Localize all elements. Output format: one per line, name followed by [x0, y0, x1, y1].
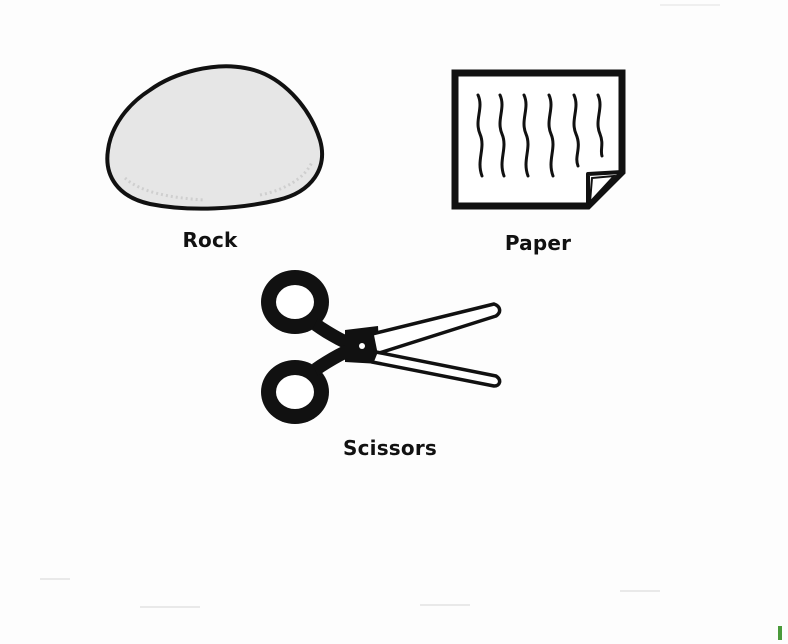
- paper-label: Paper: [504, 231, 572, 255]
- scan-speck: [40, 578, 70, 580]
- edge-mark: [778, 626, 782, 640]
- scan-speck: [620, 590, 660, 592]
- rock-icon: [105, 64, 324, 211]
- scissors-label: Scissors: [342, 436, 438, 460]
- scan-speck: [420, 604, 470, 606]
- paper-icon: [451, 69, 626, 210]
- rock-label: Rock: [182, 228, 238, 252]
- scan-speck: [140, 606, 200, 608]
- scissors-icon: [261, 270, 502, 424]
- scan-speck: [660, 4, 720, 6]
